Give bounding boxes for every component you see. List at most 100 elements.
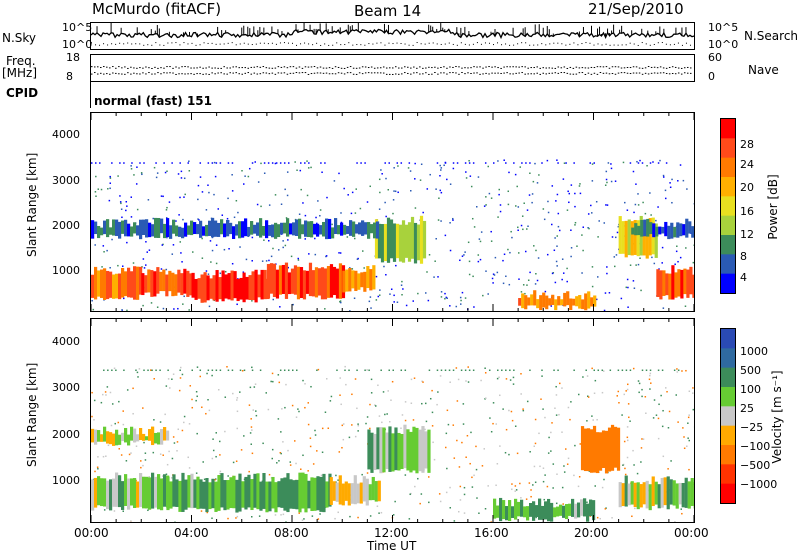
noise-search-dot <box>227 42 229 44</box>
velocity-speck <box>366 472 369 474</box>
velocity-cell <box>154 476 158 508</box>
power-speck <box>570 255 572 258</box>
noise-search-dot <box>605 43 607 45</box>
velocity-speck <box>649 388 651 390</box>
nave-dot <box>112 72 114 74</box>
power-cell <box>103 220 107 235</box>
power-speck <box>378 294 381 296</box>
freq-dot <box>124 66 126 68</box>
velocity-cell <box>124 427 128 443</box>
velocity-speck <box>634 507 636 510</box>
velocity-speck <box>298 512 300 514</box>
velocity-cell <box>577 502 581 518</box>
nave-dot <box>151 73 153 75</box>
power-speck <box>439 164 441 167</box>
power-cell <box>205 224 209 237</box>
velocity-speck <box>324 411 327 413</box>
power-cell <box>127 223 131 237</box>
power-speck <box>287 239 289 241</box>
power-speck <box>147 199 150 201</box>
power-cell <box>254 269 258 303</box>
power-cell <box>673 226 677 238</box>
power-speck <box>131 162 133 164</box>
power-speck <box>182 218 184 221</box>
power-cell <box>360 272 364 288</box>
power-speck <box>100 188 103 191</box>
nave-dot <box>413 72 415 74</box>
freq-left-tick-top: 18 <box>66 51 80 64</box>
noise-search-dot <box>581 43 583 45</box>
freq-dot <box>175 66 177 68</box>
power-speck <box>162 307 165 310</box>
power-speck <box>231 174 233 176</box>
power-speck <box>437 219 440 221</box>
velocity-cell <box>373 433 377 471</box>
velocity-speck <box>219 454 221 456</box>
power-speck <box>597 236 599 238</box>
power-speck <box>414 162 416 165</box>
velocity-cell <box>418 429 422 472</box>
power-cell <box>106 219 110 238</box>
noise-search-dot <box>613 44 615 46</box>
velocity-speck <box>688 390 691 393</box>
power-speck <box>168 201 171 203</box>
power-cell <box>310 221 314 238</box>
power-cell <box>631 227 635 235</box>
velocity-speck <box>436 403 438 406</box>
velocity-ytick: 4000 <box>52 335 80 348</box>
noise-search-dot <box>296 44 298 46</box>
power-speck <box>393 190 395 192</box>
velocity-speck <box>128 453 131 456</box>
nave-dot <box>343 73 346 75</box>
power-speck <box>251 300 253 302</box>
freq-dot <box>683 67 686 69</box>
velocity-cell <box>115 472 119 507</box>
power-cell <box>229 222 233 235</box>
velocity-speck <box>655 414 658 416</box>
freq-dot <box>422 67 424 69</box>
velocity-speck <box>172 436 175 438</box>
velocity-speck <box>327 427 330 430</box>
velocity-cell <box>142 433 146 441</box>
nave-dot <box>262 72 265 74</box>
power-speck <box>591 285 594 288</box>
freq-dot <box>328 67 331 69</box>
power-speck <box>632 170 635 173</box>
velocity-speck <box>650 382 652 384</box>
freq-dot <box>109 67 111 69</box>
power-speck <box>505 162 507 164</box>
noise-search-dot <box>444 43 446 45</box>
freq-label: Freq. <box>6 54 36 68</box>
power-speck <box>245 258 248 261</box>
nave-dot <box>187 73 189 75</box>
velocity-speck <box>351 424 353 426</box>
freq-dot <box>635 66 638 68</box>
nave-dot <box>635 72 638 74</box>
power-cell <box>144 275 148 293</box>
velocity-speck <box>685 369 687 372</box>
velocity-speck <box>561 431 563 433</box>
freq-dot <box>178 67 180 69</box>
power-cell <box>160 218 164 234</box>
velocity-speck <box>366 416 369 418</box>
velocity-speck <box>445 491 448 494</box>
nave-dot <box>274 73 277 75</box>
power-speck <box>244 175 246 177</box>
power-speck <box>401 280 403 283</box>
noise-search-dot <box>585 42 587 44</box>
velocity-cell <box>382 427 386 473</box>
velocity-speck <box>552 463 555 465</box>
power-speck <box>657 162 660 164</box>
velocity-speck <box>374 404 376 406</box>
velocity-cbar-tick: −25 <box>740 421 764 434</box>
power-cell <box>530 294 534 306</box>
power-speck <box>471 217 474 220</box>
power-speck <box>671 178 673 181</box>
power-speck <box>632 280 635 282</box>
velocity-cell <box>121 432 125 442</box>
power-cell <box>202 226 206 236</box>
power-speck <box>251 260 253 262</box>
nave-dot <box>184 73 186 75</box>
velocity-speck <box>378 512 380 514</box>
noise-search-dot <box>207 42 209 44</box>
